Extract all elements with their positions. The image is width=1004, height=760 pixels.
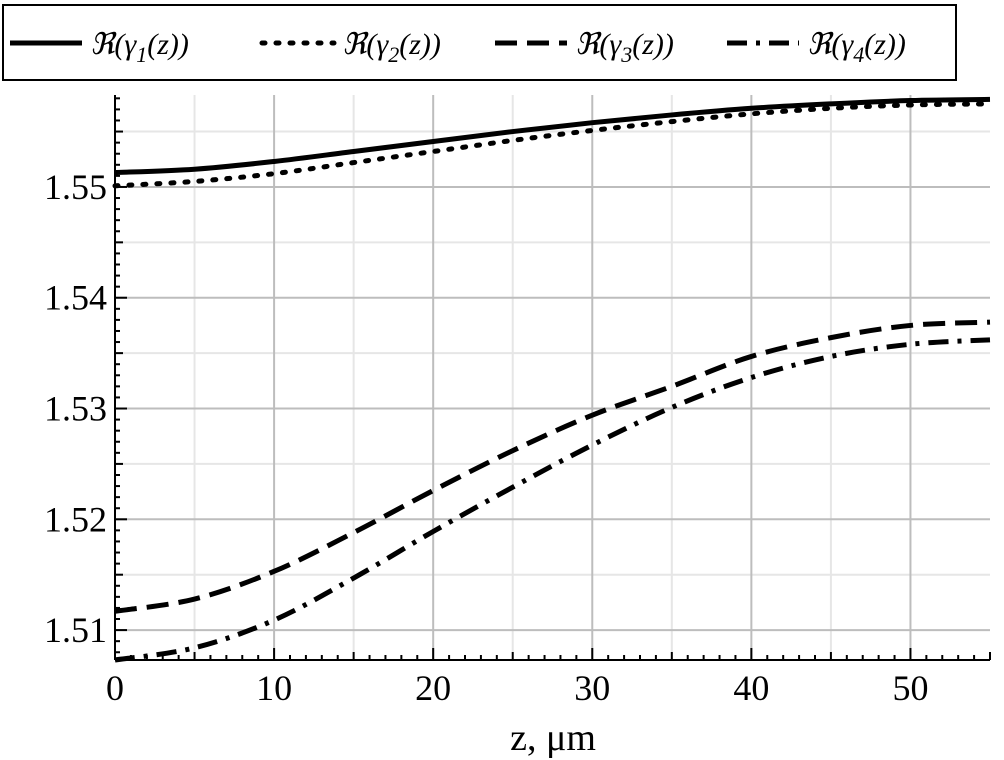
legend-label-2: ℜ(γ2(z)) <box>342 28 441 67</box>
x-tick-label: 0 <box>106 668 124 708</box>
legend-label-1: ℜ(γ1(z)) <box>90 28 189 67</box>
legend-box <box>2 4 957 81</box>
y-tick-label: 1.52 <box>44 499 107 539</box>
y-tick-label: 1.53 <box>44 389 107 429</box>
x-tick-label: 30 <box>574 668 610 708</box>
series-line-1 <box>114 96 991 176</box>
x-axis-label: z, μm <box>510 717 596 759</box>
series-line-2 <box>112 101 993 189</box>
grid <box>115 95 990 660</box>
ticks: 0 10 20 30 40 50 1.51 1.52 1.53 1.54 1.55 <box>44 97 991 708</box>
legend: ℜ(γ1(z)) ℜ(γ2(z)) ℜ(γ3(z)) ℜ(γ4(z)) <box>2 4 957 81</box>
x-tick-label: 10 <box>256 668 292 708</box>
x-tick-label: 20 <box>415 668 451 708</box>
series-layer <box>112 96 993 663</box>
x-tick-label: 50 <box>892 668 928 708</box>
axes <box>114 95 990 661</box>
series-line-3 <box>114 319 991 614</box>
legend-label-4: ℜ(γ4(z)) <box>807 28 906 67</box>
y-tick-label: 1.55 <box>44 167 107 207</box>
x-tick-label: 40 <box>733 668 769 708</box>
legend-label-3: ℜ(γ3(z)) <box>575 28 674 67</box>
y-tick-label: 1.51 <box>44 610 107 650</box>
series-line-4 <box>114 337 991 663</box>
y-tick-label: 1.54 <box>44 278 107 318</box>
